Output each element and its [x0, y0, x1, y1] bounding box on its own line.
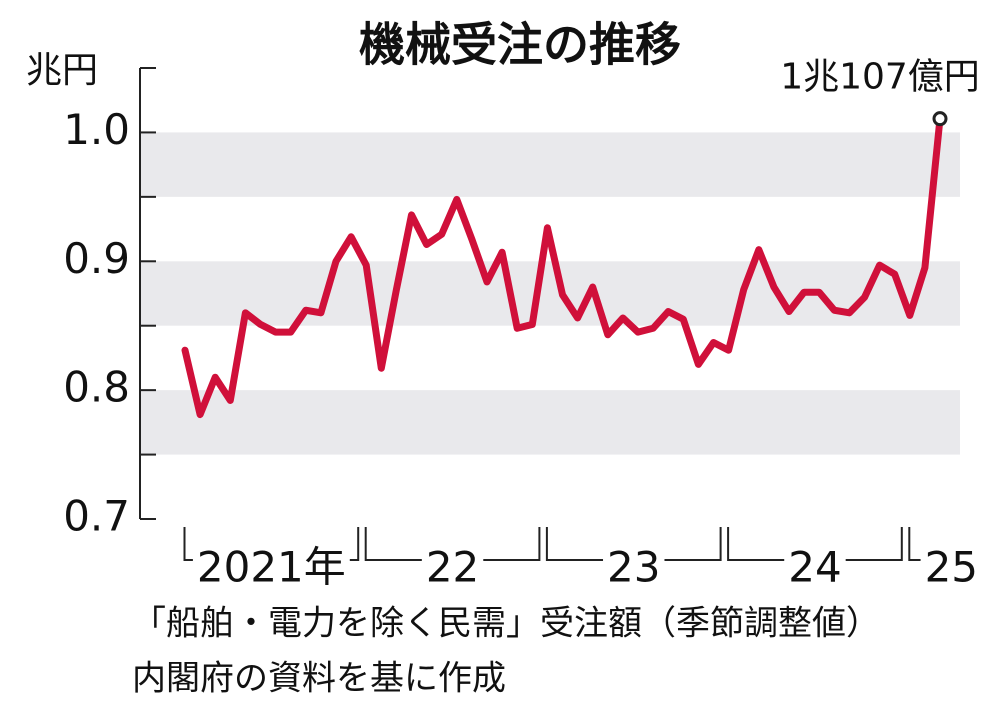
band	[140, 390, 960, 455]
annotation: 1兆107億円	[780, 57, 980, 98]
chart-title: 機械受注の推移	[359, 18, 681, 72]
band	[140, 261, 960, 326]
y-unit: 兆円	[26, 50, 98, 91]
y-tick-label: 0.7	[63, 492, 130, 541]
year-bracket	[183, 527, 193, 561]
band	[140, 132, 960, 197]
year-bracket	[845, 527, 903, 561]
year-bracket	[349, 527, 360, 561]
year-bracket	[483, 527, 541, 561]
y-tick-label: 0.9	[63, 234, 130, 283]
x-tick-label: 25	[925, 543, 978, 592]
last-point	[932, 111, 948, 127]
x-tick-label: 24	[788, 543, 841, 592]
x-tick-label: 22	[426, 543, 479, 592]
line-series	[181, 115, 944, 419]
y-tick-label: 0.8	[63, 363, 130, 412]
note: 内閣府の資料を基に作成	[132, 659, 506, 699]
x-tick-label: 2021年	[197, 543, 346, 592]
year-bracket	[727, 527, 785, 561]
x-tick-label: 23	[607, 543, 660, 592]
year-bracket	[908, 527, 921, 561]
note: 「船舶・電力を除く民需」受注額（季節調整値）	[132, 604, 880, 644]
background	[140, 132, 960, 455]
year-bracket	[364, 527, 422, 561]
year-bracket	[664, 527, 722, 561]
year-bracket	[545, 527, 604, 561]
y-tick-label: 1.0	[63, 105, 130, 154]
